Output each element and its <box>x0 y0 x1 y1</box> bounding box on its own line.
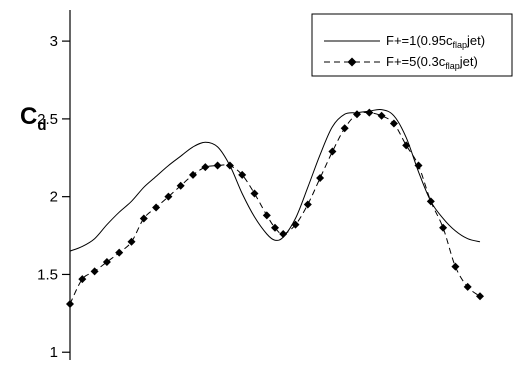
series-2-marker <box>238 170 247 179</box>
legend-label-series-1: F+=1(0.95cflapjet) <box>386 33 485 50</box>
legend-marker-series-2 <box>347 57 357 67</box>
y-axis-label-main: C <box>20 103 37 130</box>
series-2-marker <box>439 223 448 232</box>
series-2-marker <box>279 230 288 238</box>
series-2-marker <box>414 161 423 170</box>
y-tick-label: 3 <box>50 33 58 50</box>
series-2-marker <box>78 275 87 284</box>
series-2-marker <box>377 111 386 120</box>
y-axis-label-subscript: d <box>37 117 46 134</box>
series-2-marker <box>389 119 398 128</box>
series-2-marker <box>213 161 222 170</box>
series-2-marker <box>476 292 484 301</box>
series-2-marker <box>303 200 312 209</box>
legend-box <box>311 13 513 77</box>
legend-label-series-2-suffix: jet) <box>459 54 478 69</box>
series-2-marker <box>262 211 271 220</box>
series-2-marker <box>271 223 279 232</box>
series-2-marker <box>316 174 325 182</box>
series-2-marker <box>250 189 259 198</box>
series-2-marker <box>225 161 234 170</box>
series-2-marker <box>463 282 472 291</box>
legend-label-series-2-prefix: F+=5(0.3c <box>386 54 446 69</box>
series-layer <box>66 108 484 308</box>
y-ticks: 1 1.5 2 2.5 3 <box>37 33 70 361</box>
legend-label-series-1-sub: flap <box>453 40 468 50</box>
series-2-marker <box>115 248 124 257</box>
series-2-marker <box>90 267 99 276</box>
series-2-marker <box>127 237 136 246</box>
series-2-marker <box>189 170 197 179</box>
series-2-marker <box>139 214 148 223</box>
series-2-marker <box>328 147 337 156</box>
series-2-marker <box>353 110 361 119</box>
series-2-marker <box>291 220 300 229</box>
series-2-marker <box>164 192 173 201</box>
legend: F+=1(0.95cflapjet) F+=5(0.3cflapjet) <box>311 13 513 77</box>
legend-label-series-2-sub: flap <box>445 61 460 71</box>
y-axis-label: Cd <box>20 103 47 134</box>
series-2-marker <box>402 141 411 150</box>
series-2-marker <box>152 203 161 212</box>
y-tick-label: 2 <box>50 189 58 206</box>
y-tick-label: 1.5 <box>37 266 58 283</box>
series-line-1 <box>69 108 481 252</box>
legend-label-series-2: F+=5(0.3cflapjet) <box>386 54 478 71</box>
y-tick-label: 2.5 <box>37 111 58 128</box>
series-2-marker <box>201 163 210 172</box>
series-2-marker <box>426 197 435 206</box>
series-2-marker <box>176 181 185 190</box>
series-line-2 <box>69 111 481 305</box>
series-2-marker <box>340 124 349 133</box>
series-2-marker <box>365 108 374 117</box>
series-2-marker <box>66 300 74 308</box>
y-tick-label: 1 <box>50 344 58 361</box>
series-2-marker <box>102 258 111 266</box>
legend-label-series-1-prefix: F+=1(0.95c <box>386 33 453 48</box>
series-2-marker <box>451 262 460 271</box>
legend-label-series-1-suffix: jet) <box>466 33 485 48</box>
